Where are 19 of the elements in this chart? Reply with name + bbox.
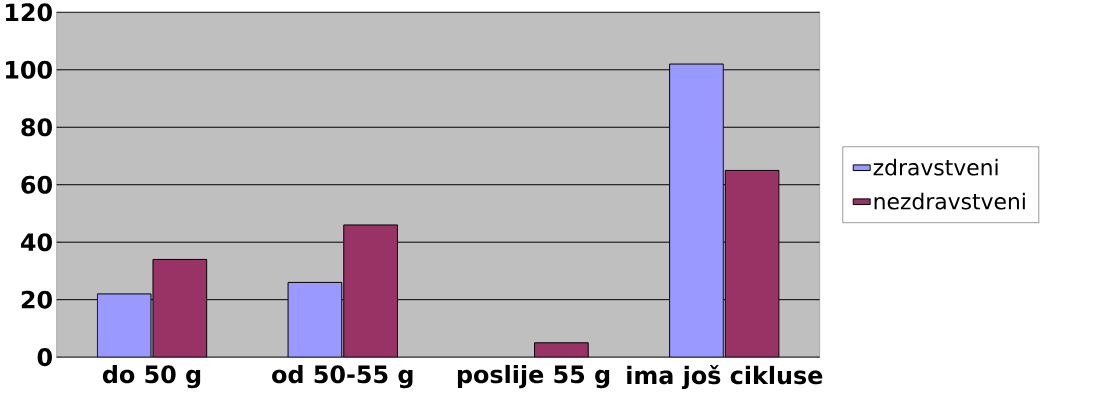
y-tick-label: 0: [37, 348, 52, 367]
x-tick-label: do 50 g: [102, 364, 201, 389]
bar: [96, 293, 152, 358]
y-tick-label: 80: [21, 118, 52, 137]
y-tick-label: 100: [6, 60, 52, 79]
x-tick-label: poslije 55 g: [457, 364, 610, 389]
bar: [669, 63, 724, 358]
bar: [287, 281, 343, 358]
legend-label: nezdravstveni: [874, 192, 1025, 210]
bar: [343, 224, 398, 358]
y-tick-label: 120: [6, 3, 52, 22]
x-tick-label: od 50-55 g: [272, 364, 413, 389]
y-tick-label: 60: [21, 175, 52, 194]
x-tick-label: ima još cikluse: [627, 364, 823, 390]
bar: [152, 259, 208, 358]
y-tick-label: 40: [20, 233, 52, 252]
y-tick-label: 20: [21, 290, 52, 309]
bar: [724, 169, 780, 358]
legend-label: zdravstveni: [873, 158, 998, 176]
